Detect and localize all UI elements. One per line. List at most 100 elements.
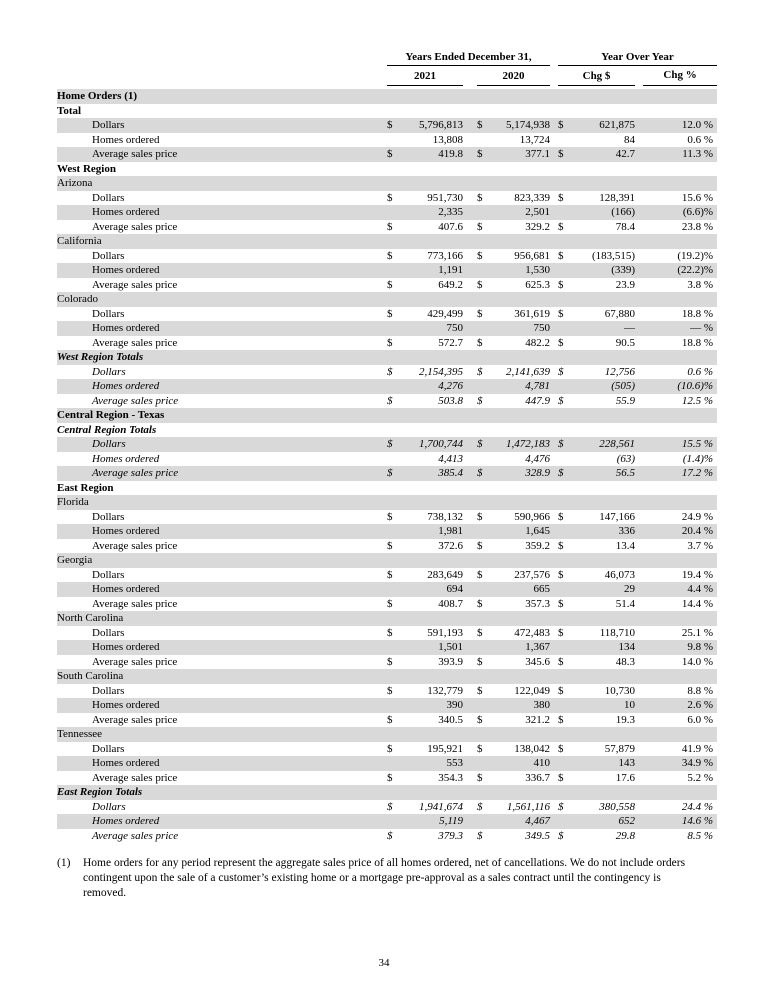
column-gap bbox=[463, 307, 477, 322]
value-chg-dollar: 128,391 bbox=[599, 191, 636, 204]
value-chg-pct: 24.4 % bbox=[681, 800, 714, 813]
row-label: Dollars bbox=[92, 568, 125, 581]
table-row: Homes ordered 1,501 1,367 134 9.8 % bbox=[57, 640, 718, 655]
value-2020: 2,141,639 bbox=[506, 365, 551, 378]
value-2020: 237,576 bbox=[514, 568, 551, 581]
value-2021: 132,779 bbox=[427, 684, 463, 697]
value-chg-dollar: 57,879 bbox=[604, 742, 636, 755]
currency-symbol-2021 bbox=[387, 379, 400, 394]
column-gap bbox=[550, 655, 558, 670]
value-chg-dollar: 10,730 bbox=[604, 684, 636, 697]
column-gap bbox=[550, 437, 559, 452]
value-2020: 4,476 bbox=[525, 452, 551, 465]
row-label: Homes ordered bbox=[57, 321, 387, 336]
row-label: Dollars bbox=[92, 307, 125, 320]
row-label: North Carolina bbox=[57, 611, 718, 626]
row-label: California bbox=[57, 234, 718, 249]
value-2021: 503.8 bbox=[438, 394, 463, 407]
column-gap bbox=[463, 133, 477, 148]
currency-symbol-2021 bbox=[387, 582, 400, 597]
value-2020: 4,467 bbox=[490, 814, 551, 829]
column-gap bbox=[550, 336, 558, 351]
currency-symbol-2021: $ bbox=[387, 278, 393, 291]
column-gap bbox=[550, 379, 559, 394]
currency-symbol-2021: $ bbox=[387, 742, 393, 755]
value-2020: 2,501 bbox=[490, 205, 551, 220]
table-row: Georgia bbox=[57, 553, 718, 568]
column-gap bbox=[550, 278, 558, 293]
row-label: Dollars bbox=[92, 742, 125, 755]
col-group-year-over-year: Year Over Year bbox=[558, 48, 718, 66]
value-chg-pct: 23.8 % bbox=[681, 220, 714, 233]
value-chg-pct: 17.2 % bbox=[635, 466, 718, 481]
currency-symbol-2020: $ bbox=[477, 800, 483, 813]
column-gap bbox=[550, 263, 559, 278]
page-number: 34 bbox=[378, 957, 390, 969]
value-2020: 122,049 bbox=[514, 684, 551, 697]
column-gap bbox=[550, 452, 558, 467]
column-gap bbox=[463, 510, 477, 525]
value-chg-pct: (22.2)% bbox=[635, 263, 718, 278]
value-2021: 419.8 bbox=[400, 147, 463, 162]
column-gap bbox=[550, 829, 558, 844]
value-chg-pct: (6.6)% bbox=[635, 205, 718, 220]
currency-symbol-2021 bbox=[387, 756, 400, 771]
row-label: Dollars bbox=[92, 365, 126, 378]
value-chg-pct: 14.4 % bbox=[681, 597, 714, 610]
table-row: Homes ordered 750 750 — — % bbox=[57, 321, 718, 336]
table-row: Dollars $591,193 $472,483 $118,710 25.1 % bbox=[57, 626, 717, 641]
currency-symbol-chg: $ bbox=[558, 626, 564, 639]
currency-symbol-chg: $ bbox=[558, 191, 564, 204]
currency-symbol-chg: $ bbox=[558, 336, 564, 349]
column-gap bbox=[550, 394, 558, 409]
column-gap bbox=[463, 220, 477, 235]
column-gap bbox=[550, 539, 558, 554]
table-row: East Region Totals bbox=[57, 785, 718, 800]
currency-symbol-2021: $ bbox=[387, 365, 393, 378]
row-label: Dollars bbox=[92, 249, 125, 262]
value-2021: 13,808 bbox=[432, 133, 463, 146]
value-chg-dollar: 56.5 bbox=[571, 466, 636, 481]
col-group-years-ended: Years Ended December 31, bbox=[387, 48, 551, 66]
row-label: Average sales price bbox=[57, 147, 387, 162]
value-2021: 372.6 bbox=[438, 539, 463, 552]
column-gap bbox=[463, 698, 477, 713]
table-row: Homes ordered 390 380 10 2.6 % bbox=[57, 698, 718, 713]
value-chg-pct: 25.1 % bbox=[681, 626, 714, 639]
column-gap bbox=[550, 597, 558, 612]
currency-symbol-2020: $ bbox=[477, 220, 483, 233]
value-2021: 591,193 bbox=[427, 626, 463, 639]
value-2020: 336.7 bbox=[525, 771, 551, 784]
currency-symbol-2020: $ bbox=[477, 829, 483, 842]
currency-symbol-2020: $ bbox=[477, 684, 483, 697]
value-2021: 340.5 bbox=[438, 713, 463, 726]
column-gap bbox=[550, 205, 559, 220]
currency-symbol-2021 bbox=[387, 698, 400, 713]
column-gap bbox=[463, 756, 477, 771]
value-chg-dollar: 143 bbox=[571, 756, 636, 771]
value-2020: 956,681 bbox=[514, 249, 551, 262]
column-gap bbox=[463, 713, 477, 728]
row-label: West Region bbox=[57, 162, 116, 175]
value-2021: 407.6 bbox=[438, 220, 463, 233]
currency-symbol-chg: $ bbox=[558, 713, 564, 726]
table-row: Central Region - Texas bbox=[57, 408, 718, 423]
value-2020: 625.3 bbox=[525, 278, 551, 291]
value-2020: 1,645 bbox=[490, 524, 551, 539]
column-gap bbox=[550, 698, 559, 713]
column-gap bbox=[463, 524, 477, 539]
currency-symbol-2021 bbox=[387, 263, 400, 278]
value-2021: 393.9 bbox=[438, 655, 463, 668]
value-2021: 283,649 bbox=[427, 568, 463, 581]
currency-symbol-2020: $ bbox=[477, 147, 490, 162]
value-2020: 1,367 bbox=[490, 640, 551, 655]
table-row: Dollars $283,649 $237,576 $46,073 19.4 % bbox=[57, 568, 717, 583]
currency-symbol-2020: $ bbox=[477, 655, 483, 668]
currency-symbol-2020 bbox=[477, 263, 490, 278]
table-row: Total bbox=[57, 104, 717, 119]
table-row: West Region bbox=[57, 162, 717, 177]
value-chg-pct: 12.0 % bbox=[635, 118, 718, 133]
column-gap bbox=[463, 263, 477, 278]
column-gap bbox=[463, 379, 477, 394]
value-chg-dollar: 336 bbox=[571, 524, 636, 539]
